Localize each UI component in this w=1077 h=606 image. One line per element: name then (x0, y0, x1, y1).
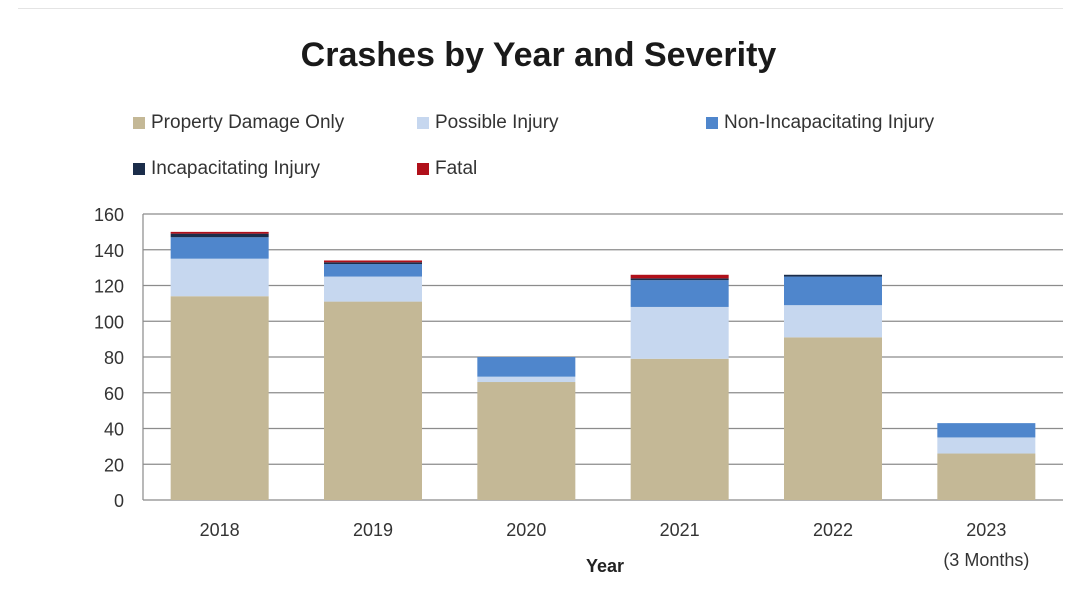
bar-segment-possible-injury (477, 376, 576, 383)
bar-segment-incapacitating-injury (170, 233, 269, 238)
x-tick-label: 2023 (966, 520, 1006, 540)
bar-segment-fatal (170, 231, 269, 234)
legend-item-incapacitating-injury: Incapacitating Injury (133, 158, 320, 180)
y-tick-label: 60 (104, 384, 124, 404)
bar-segment-non-incapacitating-injury (170, 237, 269, 259)
y-tick-label: 20 (104, 455, 124, 475)
bar-segment-property-damage-only (170, 296, 269, 500)
bar-segment-incapacitating-injury (324, 262, 422, 265)
bar-segment-property-damage-only (937, 453, 1036, 500)
y-tick-label: 120 (94, 277, 124, 297)
legend-item-fatal: Fatal (417, 158, 477, 180)
bar-segment-fatal (324, 260, 422, 263)
x-axis-title: Year (585, 556, 625, 576)
bar-segment-possible-injury (170, 258, 269, 297)
y-tick-label: 100 (94, 312, 124, 332)
bar-segment-possible-injury (937, 437, 1036, 454)
bar-segment-non-incapacitating-injury (784, 276, 882, 306)
legend-label-possible-injury: Possible Injury (435, 112, 559, 133)
legend-label-fatal: Fatal (435, 158, 478, 179)
legend-item-property-damage-only: Property Damage Only (133, 112, 344, 134)
x-tick-label: 2018 (200, 520, 240, 540)
legend-item-non-incapacitating-injury: Non-Incapacitating Injury (706, 112, 934, 134)
legend-swatch-incapacitating-injury (133, 163, 145, 175)
top-divider (18, 8, 1063, 9)
bar-segment-non-incapacitating-injury (477, 357, 576, 377)
y-tick-label: 140 (94, 241, 124, 261)
bar-segment-property-damage-only (784, 337, 882, 500)
bar-segment-possible-injury (630, 306, 729, 359)
bar-segment-property-damage-only (630, 358, 729, 500)
legend-item-possible-injury: Possible Injury (417, 112, 559, 134)
legend-label-non-incapacitating-injury: Non-Incapacitating Injury (724, 112, 935, 133)
x-tick-label: (3 Months) (943, 550, 1029, 570)
legend-swatch-possible-injury (417, 117, 429, 129)
bar-segment-non-incapacitating-injury (324, 264, 422, 277)
y-tick-label: 40 (104, 420, 124, 440)
bar-segment-possible-injury (784, 305, 882, 338)
legend-label-incapacitating-injury: Incapacitating Injury (151, 158, 320, 179)
bar-segment-incapacitating-injury (784, 274, 882, 277)
y-tick-label: 80 (104, 348, 124, 368)
bar-segment-property-damage-only (324, 301, 422, 500)
bar-segment-property-damage-only (477, 382, 576, 500)
bar-segment-possible-injury (324, 276, 422, 302)
legend-swatch-property-damage-only (133, 117, 145, 129)
bar-segment-non-incapacitating-injury (937, 423, 1036, 438)
x-tick-label: 2022 (813, 520, 853, 540)
x-tick-label: 2020 (506, 520, 546, 540)
x-tick-label: 2021 (660, 520, 700, 540)
legend-label-property-damage-only: Property Damage Only (151, 112, 345, 133)
chart-title: Crashes by Year and Severity (300, 36, 777, 74)
x-tick-label: 2019 (353, 520, 393, 540)
y-tick-label: 0 (114, 491, 124, 511)
legend-swatch-fatal (417, 163, 429, 175)
legend-swatch-non-incapacitating-injury (706, 117, 718, 129)
bar-segment-fatal (630, 274, 729, 279)
y-tick-label: 160 (94, 205, 124, 225)
bar-segment-non-incapacitating-injury (630, 280, 729, 307)
bar-segment-incapacitating-injury (630, 278, 729, 281)
